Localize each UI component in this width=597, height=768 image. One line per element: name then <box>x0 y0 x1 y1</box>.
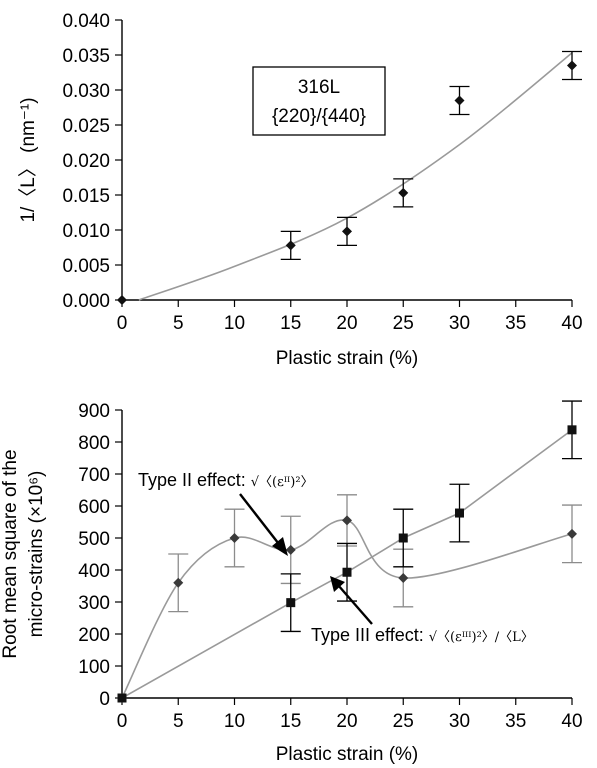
data-point-diamond <box>117 295 127 305</box>
x-tick-label: 40 <box>561 313 582 334</box>
x-tick-label: 0 <box>117 711 128 732</box>
legend-material: 316L <box>298 77 340 98</box>
y-tick-label: 0.025 <box>62 116 110 137</box>
x-tick-label: 5 <box>173 313 184 334</box>
type-iii-label: Type III effect: <box>311 625 429 645</box>
y-tick-label: 900 <box>78 401 110 422</box>
y-tick-label: 0.000 <box>62 291 110 312</box>
type-iii-arrowhead <box>330 576 345 592</box>
y-tick-label: 0.040 <box>62 11 110 32</box>
y-tick-label: 300 <box>78 593 110 614</box>
x-tick-label: 30 <box>449 313 470 334</box>
x-tick-label: 20 <box>336 313 357 334</box>
type-iii-formula: √〈(εᴵᴵᴵ)²〉/〈L〉 <box>429 630 534 645</box>
y-tick-label: 0.035 <box>62 46 110 67</box>
y-tick-label: 400 <box>78 561 110 582</box>
bottom-y-ticks: 0 100 200 300 400 500 600 700 800 900 <box>78 401 122 710</box>
x-tick-label: 30 <box>449 711 470 732</box>
data-point-diamond <box>285 240 296 251</box>
y-tick-label: 100 <box>78 657 110 678</box>
x-tick-label: 35 <box>505 313 526 334</box>
y-tick-label: 0.005 <box>62 256 110 277</box>
data-point-square <box>342 567 352 577</box>
type-ii-formula: √〈(εᴵᴵ)²〉 <box>251 475 314 490</box>
y-tick-label: 700 <box>78 465 110 486</box>
chart-grain-size: 0 5 10 15 20 25 30 35 40 0.0000.0050.0100.0150.0… <box>17 11 583 369</box>
x-tick-label: 5 <box>173 711 184 732</box>
data-point-diamond <box>173 577 184 588</box>
y-tick-label: 0.030 <box>62 81 110 102</box>
data-point-diamond <box>398 187 409 198</box>
data-point-square <box>398 533 408 543</box>
x-tick-label: 35 <box>505 711 526 732</box>
chart-micro-strains: 0 5 10 15 20 25 30 35 40 0 100 200 300 400 500 600 700 8… <box>0 400 583 765</box>
x-tick-label: 0 <box>117 313 128 334</box>
top-y-axis-label: 1/〈L〉 (nm⁻¹) <box>17 97 39 222</box>
x-tick-label: 10 <box>224 711 245 732</box>
data-point-square <box>117 693 127 703</box>
type-ii-arrowhead <box>272 537 288 556</box>
y-tick-label: 800 <box>78 433 110 454</box>
data-point-diamond <box>567 528 577 539</box>
x-tick-label: 40 <box>561 711 582 732</box>
data-point-diamond <box>285 544 296 555</box>
type-ii-arrow <box>239 493 283 549</box>
data-point-diamond <box>229 533 240 543</box>
bottom-y-axis-label-line2: micro-strains (×10⁶) <box>26 471 47 638</box>
data-point-diamond <box>342 515 352 526</box>
type-ii-annotation: Type II effect: √〈(εᴵᴵ)²〉 <box>138 470 314 490</box>
data-point-square <box>567 425 577 435</box>
x-tick-label: 25 <box>393 711 414 732</box>
type-ii-label: Type II effect: <box>138 470 251 490</box>
y-tick-label: 500 <box>78 529 110 550</box>
type-iii-curve <box>121 429 573 699</box>
bottom-data-points <box>117 425 577 703</box>
data-point-square <box>286 598 296 608</box>
top-x-axis-label: Plastic strain (%) <box>276 348 419 369</box>
legend-reflections: {220}/{440} <box>272 106 366 127</box>
y-tick-label: 0 <box>99 689 110 710</box>
y-tick-label: 0.020 <box>62 151 110 172</box>
data-point-diamond <box>454 95 465 106</box>
data-point-diamond <box>342 226 352 237</box>
x-tick-label: 25 <box>393 313 414 334</box>
y-tick-label: 0.010 <box>62 221 110 242</box>
top-y-ticks: 0.000 0.005 0.010 0.015 0.020 0.025 0.030 0.035… <box>62 11 122 312</box>
x-tick-label: 15 <box>280 313 301 334</box>
data-point-diamond <box>567 60 577 71</box>
bottom-x-ticks: 0 5 10 15 20 25 30 35 40 <box>117 698 583 732</box>
top-data-points <box>117 60 577 305</box>
bottom-y-axis-label: Root mean square of the micro-strains (×… <box>0 449 47 658</box>
x-tick-label: 20 <box>336 711 357 732</box>
y-tick-label: 200 <box>78 625 110 646</box>
y-tick-label: 0.015 <box>62 186 110 207</box>
top-x-ticks: 0 5 10 15 20 25 30 35 40 <box>117 300 583 334</box>
type-iii-annotation: Type III effect: √〈(εᴵᴵᴵ)²〉/〈L〉 <box>311 625 534 645</box>
bottom-y-axis-label-line1: Root mean square of the <box>0 449 21 658</box>
data-point-diamond <box>398 573 409 583</box>
x-tick-label: 15 <box>280 711 301 732</box>
bottom-error-bars <box>168 400 582 633</box>
bottom-x-axis-label: Plastic strain (%) <box>276 744 419 765</box>
x-tick-label: 10 <box>224 313 245 334</box>
legend-box <box>252 66 386 136</box>
y-tick-label: 600 <box>78 497 110 518</box>
type-iii-arrow <box>337 584 373 625</box>
data-point-square <box>455 508 464 518</box>
